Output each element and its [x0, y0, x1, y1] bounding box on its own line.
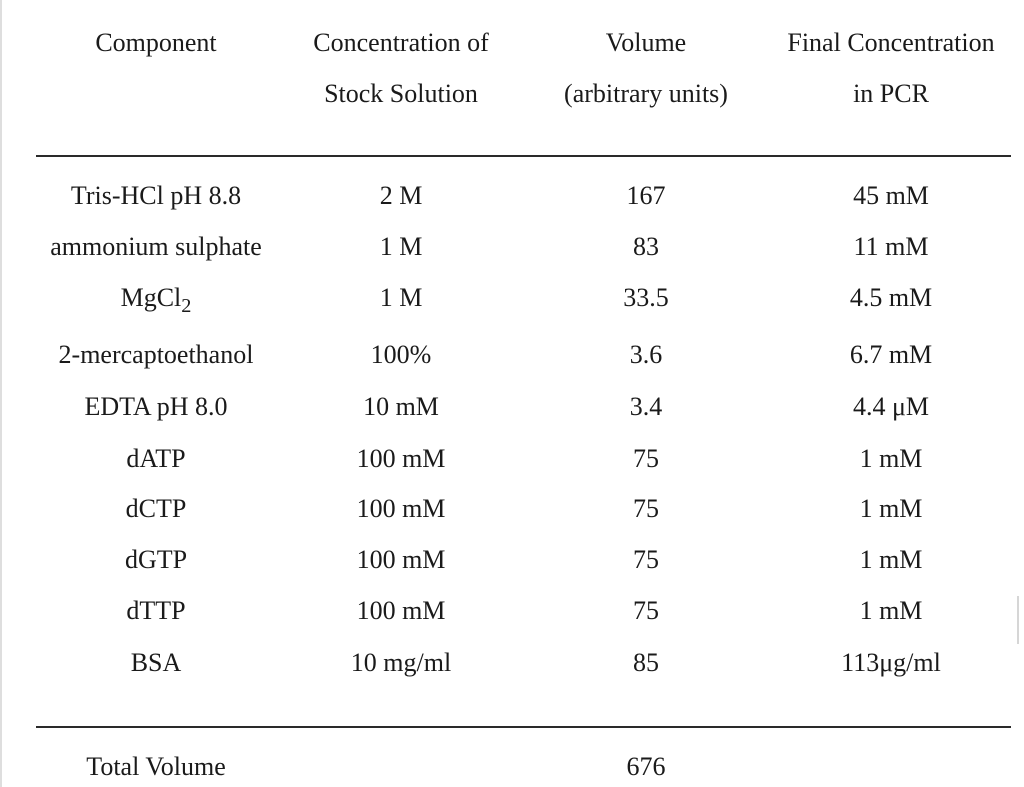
- cell-volume: 75: [633, 494, 659, 523]
- cell-stock: 2 M: [379, 181, 423, 210]
- cell-volume: 75: [633, 596, 659, 625]
- cell-final: 45 mM: [853, 181, 929, 210]
- cell-stock: 100 mM: [356, 596, 446, 625]
- cell-final: 4.4 μM: [852, 392, 930, 421]
- cell-component: dATP: [126, 444, 186, 473]
- cell-stock: 100 mM: [356, 444, 446, 473]
- cell-component-text: MgCl: [120, 283, 182, 312]
- cell-volume: 3.6: [629, 340, 663, 369]
- page-left-edge: [0, 0, 2, 787]
- cell-component: dGTP: [124, 545, 188, 574]
- scrollbar-hint: [1017, 596, 1019, 644]
- cell-component: MgCl2: [120, 283, 192, 318]
- cell-volume: 75: [633, 545, 659, 574]
- cell-stock: 10 mM: [363, 392, 439, 421]
- cell-component: EDTA pH 8.0: [84, 392, 228, 421]
- cell-volume: 85: [633, 648, 659, 677]
- cell-final: 4.5 mM: [849, 283, 933, 312]
- cell-stock: 100 mM: [356, 494, 446, 523]
- cell-final: 1 mM: [859, 545, 923, 574]
- cell-stock: 1 M: [379, 283, 423, 312]
- cell-final: 1 mM: [859, 494, 923, 523]
- cell-stock: 10 mg/ml: [350, 648, 452, 677]
- cell-volume: 3.4: [629, 392, 663, 421]
- cell-stock: 1 M: [379, 232, 423, 261]
- cell-component: dCTP: [125, 494, 187, 523]
- header-stock-line2: Stock Solution: [324, 79, 478, 108]
- cell-component: 2-mercaptoethanol: [58, 340, 254, 369]
- total-volume: 676: [626, 752, 666, 781]
- cell-stock: 100%: [370, 340, 432, 369]
- total-label: Total Volume: [86, 752, 226, 781]
- cell-volume: 33.5: [623, 283, 669, 312]
- footer-rule: [36, 726, 1011, 728]
- header-final-line1: Final Concentration: [787, 28, 995, 57]
- cell-volume: 75: [633, 444, 659, 473]
- header-volume-line1: Volume: [605, 28, 687, 57]
- cell-component: ammonium sulphate: [50, 232, 262, 261]
- header-rule: [36, 155, 1011, 157]
- header-stock-line1: Concentration of: [313, 28, 489, 57]
- cell-final: 11 mM: [853, 232, 929, 261]
- cell-component: Tris-HCl pH 8.8: [70, 181, 242, 210]
- cell-stock: 100 mM: [356, 545, 446, 574]
- cell-volume: 167: [626, 181, 666, 210]
- header-component: Component: [95, 28, 217, 57]
- cell-component: BSA: [130, 648, 182, 677]
- cell-volume: 83: [633, 232, 659, 261]
- header-final-line2: in PCR: [853, 79, 929, 108]
- cell-component-subscript: 2: [181, 295, 192, 318]
- cell-final: 6.7 mM: [849, 340, 933, 369]
- header-volume-line2: (arbitrary units): [564, 79, 728, 108]
- cell-final: 113μg/ml: [841, 648, 941, 677]
- cell-component: dTTP: [126, 596, 186, 625]
- cell-final: 1 mM: [859, 596, 923, 625]
- cell-final: 1 mM: [859, 444, 923, 473]
